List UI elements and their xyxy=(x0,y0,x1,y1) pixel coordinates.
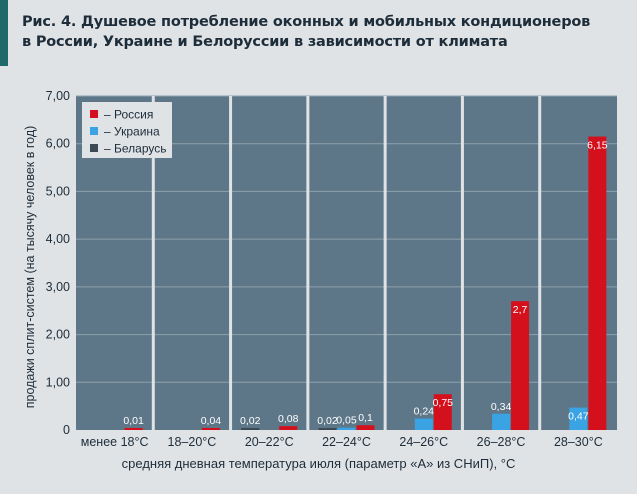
y-tick-label: 2,00 xyxy=(46,328,70,342)
group-separator xyxy=(460,96,464,430)
bar xyxy=(241,428,260,430)
x-tick-label: 24–26°С xyxy=(399,435,448,449)
x-axis-label: средняя дневная температура июля (параме… xyxy=(121,456,516,471)
bar xyxy=(414,418,433,430)
bar xyxy=(492,413,511,430)
legend-swatch xyxy=(90,127,98,135)
bar xyxy=(588,136,607,431)
bar xyxy=(511,301,530,430)
bar xyxy=(433,394,452,430)
bar xyxy=(318,428,337,430)
legend-label: – Россия xyxy=(104,108,153,122)
data-label: 0,47 xyxy=(568,411,589,423)
y-tick-label: 0 xyxy=(63,423,70,437)
chart-title-line-1: Рис. 4. Душевое потребление оконных и мо… xyxy=(22,14,591,30)
data-label: 0,02 xyxy=(317,415,338,427)
x-tick-label: менее 18°С xyxy=(81,435,149,449)
x-tick-label: 20–22°С xyxy=(245,435,294,449)
y-tick-label: 3,00 xyxy=(46,280,70,294)
legend-label: – Беларусь xyxy=(104,142,167,156)
bar xyxy=(569,407,588,430)
legend-swatch xyxy=(90,144,98,152)
data-label: 2,7 xyxy=(513,304,528,316)
y-axis-label: продажи сплит-систем (на тысячу человек … xyxy=(23,102,37,432)
group-separator xyxy=(538,96,542,430)
legend-label: – Украина xyxy=(104,125,160,139)
chart-title: Рис. 4. Душевое потребление оконных и мо… xyxy=(22,12,622,52)
data-label: 0,02 xyxy=(240,415,261,427)
accent-bar xyxy=(0,0,8,66)
x-tick-label: 28–30°С xyxy=(554,435,603,449)
bar xyxy=(279,426,298,430)
x-tick-label: 22–24°С xyxy=(322,435,371,449)
data-label: 0,1 xyxy=(358,412,373,424)
y-tick-label: 1,00 xyxy=(46,375,70,389)
y-axis-label-text: продажи сплит-систем (на тысячу человек … xyxy=(23,125,37,409)
data-label: 0,01 xyxy=(123,415,144,427)
bar xyxy=(201,428,220,430)
data-label: 0,05 xyxy=(336,415,357,427)
x-tick-label: 18–20°С xyxy=(168,435,217,449)
data-label: 0,34 xyxy=(491,401,512,413)
data-label: 6,15 xyxy=(587,140,608,152)
y-tick-label: 5,00 xyxy=(46,184,70,198)
data-label: 0,75 xyxy=(433,397,454,409)
bar xyxy=(337,427,356,430)
group-separator xyxy=(306,96,310,430)
data-label: 0,24 xyxy=(414,406,435,418)
y-tick-label: 7,00 xyxy=(46,89,70,103)
group-separator xyxy=(229,96,233,430)
data-label: 0,08 xyxy=(278,413,299,425)
y-tick-label: 6,00 xyxy=(46,137,70,151)
y-tick-label: 4,00 xyxy=(46,232,70,246)
legend-swatch xyxy=(90,110,98,118)
group-separator xyxy=(383,96,387,430)
data-label: 0,04 xyxy=(201,415,222,427)
bar xyxy=(124,428,143,430)
x-tick-label: 26–28°С xyxy=(477,435,526,449)
chart-title-line-2: в России, Украине и Белоруссии в зависим… xyxy=(22,34,508,50)
group-separator xyxy=(151,96,155,430)
bar xyxy=(356,425,375,430)
